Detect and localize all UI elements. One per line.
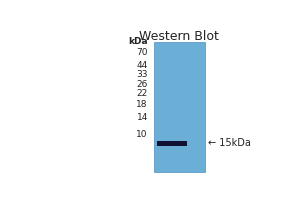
Text: 10: 10	[136, 130, 148, 139]
Bar	[157, 141, 188, 146]
Text: 22: 22	[137, 89, 148, 98]
Text: 44: 44	[137, 61, 148, 70]
Text: 70: 70	[136, 48, 148, 57]
Text: 26: 26	[136, 80, 148, 89]
Text: 18: 18	[136, 100, 148, 109]
Text: Western Blot: Western Blot	[140, 30, 219, 43]
Text: 33: 33	[136, 70, 148, 79]
Bar	[154, 42, 205, 172]
Text: ← 15kDa: ← 15kDa	[208, 138, 251, 148]
Text: kDa: kDa	[128, 37, 148, 46]
Text: 14: 14	[136, 113, 148, 122]
